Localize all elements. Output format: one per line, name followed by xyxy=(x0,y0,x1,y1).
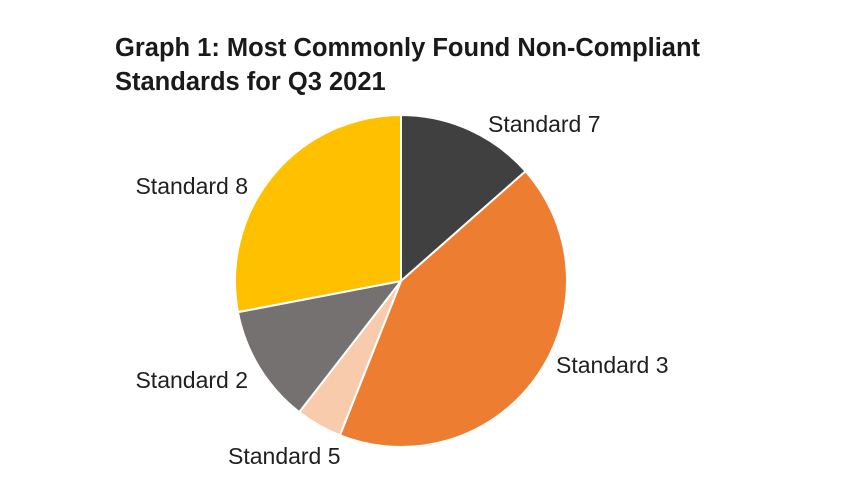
pie-slices xyxy=(233,114,568,448)
chart-title-line-1: Graph 1: Most Commonly Found Non-Complia… xyxy=(115,34,701,62)
pie-slice-standard-2 xyxy=(236,280,402,414)
pie-labels: Standard 7 Standard 3 Standard 5 Standard 2… xyxy=(135,111,668,469)
pie-label-standard-8: Standard 8 xyxy=(135,173,248,199)
pie-slice-standard-8 xyxy=(233,114,402,314)
pie-label-standard-3: Standard 3 xyxy=(556,352,669,378)
pie-slice-standard-3 xyxy=(338,170,568,448)
pie-label-standard-5: Standard 5 xyxy=(228,443,341,469)
chart-title: Graph 1: Most Commonly Found Non-Complia… xyxy=(115,31,815,99)
chart-title-line-2: Standards for Q3 2021 xyxy=(115,68,386,96)
pie-slice-standard-7 xyxy=(400,114,527,282)
pie-label-standard-2: Standard 2 xyxy=(135,367,248,393)
pie-label-standard-7: Standard 7 xyxy=(488,111,601,137)
